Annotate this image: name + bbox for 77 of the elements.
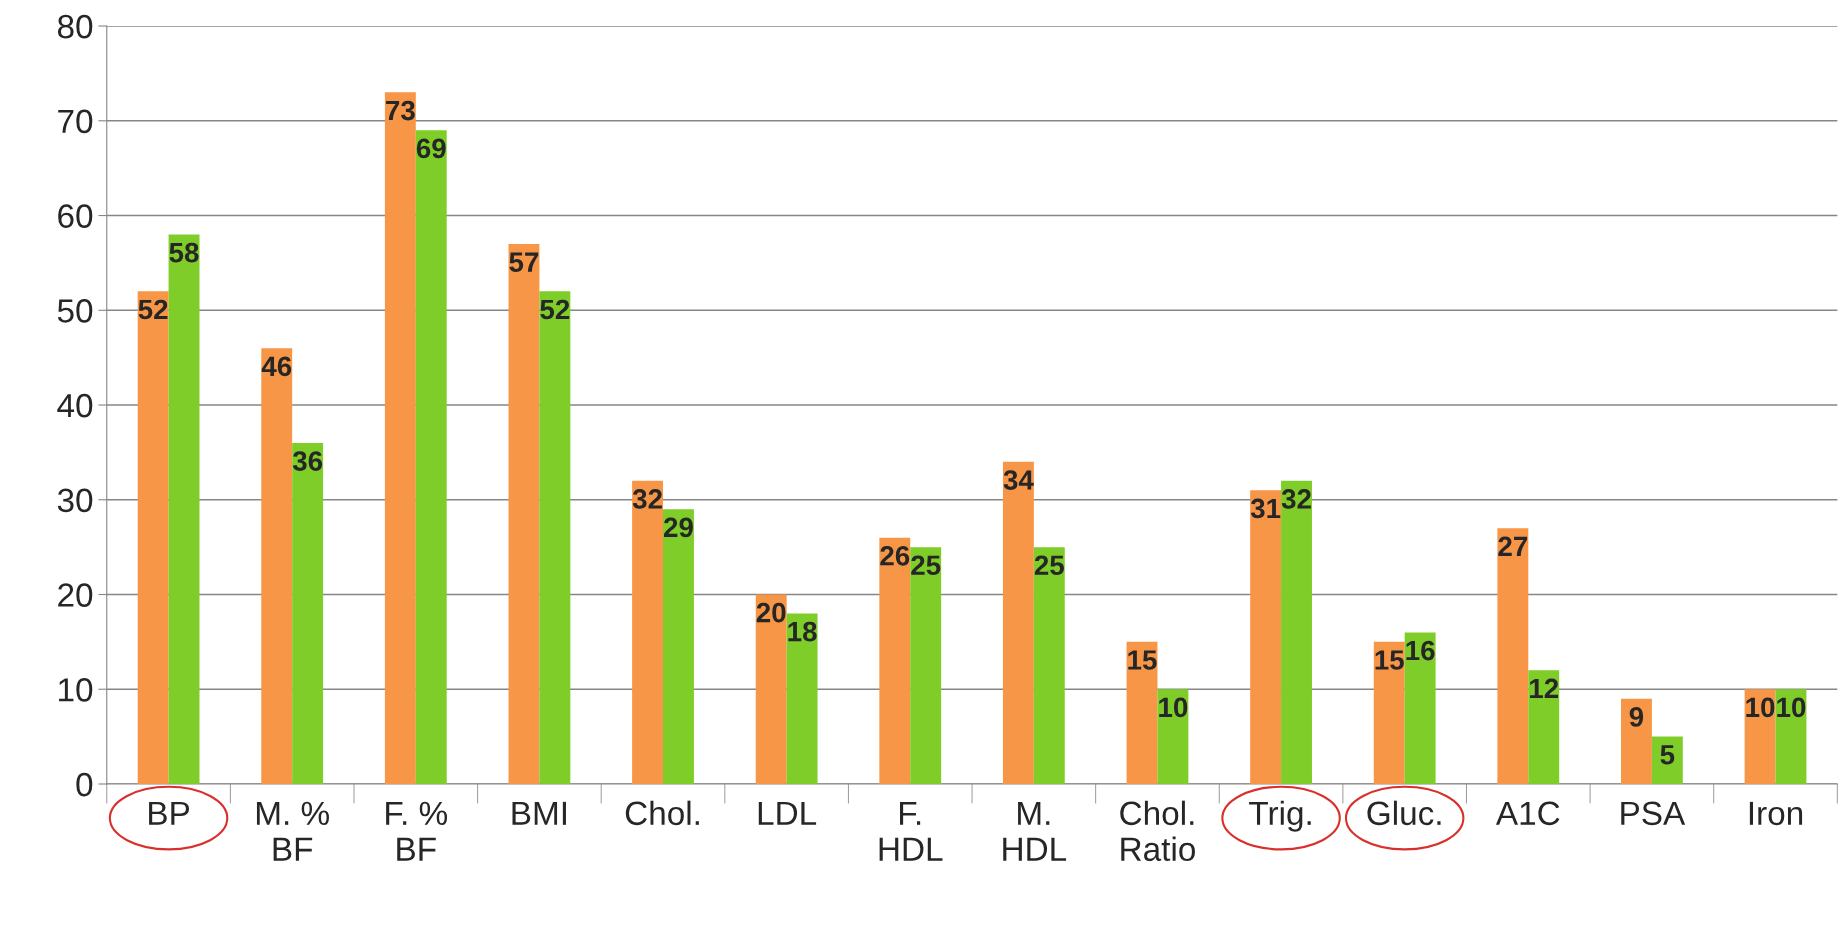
data-label: 26 — [880, 545, 910, 566]
y-tick-label: 80 — [57, 14, 93, 39]
y-tick-label: 10 — [59, 678, 93, 702]
data-label: 16 — [1406, 640, 1435, 661]
data-label: 29 — [663, 517, 693, 538]
bar — [1281, 480, 1312, 784]
data-label: 69 — [416, 138, 446, 159]
x-tick-label: BMI — [512, 801, 566, 825]
bar — [415, 130, 447, 784]
y-tick-label: 50 — [57, 299, 93, 323]
bar — [1157, 689, 1189, 784]
data-label: 52 — [540, 299, 570, 320]
data-label: 5 — [1660, 745, 1675, 765]
y-tick-label: 30 — [57, 488, 93, 513]
data-label: 34 — [1003, 470, 1034, 490]
bar — [786, 613, 818, 784]
bar — [1744, 689, 1776, 784]
data-label: 10 — [1746, 697, 1775, 718]
bar — [137, 291, 169, 784]
data-label: 9 — [1629, 707, 1644, 727]
data-label: 10 — [1159, 697, 1188, 718]
bar — [910, 547, 942, 784]
bar — [1528, 670, 1560, 784]
bar — [632, 480, 664, 784]
bar — [1497, 528, 1529, 784]
bar — [1373, 641, 1405, 784]
bar — [1250, 490, 1282, 784]
data-label: 18 — [788, 621, 817, 642]
bar — [1126, 641, 1158, 784]
data-label: 52 — [138, 299, 168, 320]
bar — [1002, 461, 1034, 784]
data-label: 31 — [1250, 498, 1281, 519]
y-tick-label: 20 — [58, 583, 93, 607]
x-tick-label: PSA — [1621, 801, 1686, 826]
x-tick-label: Gluc. — [1367, 800, 1441, 826]
data-label: 15 — [1375, 650, 1404, 670]
x-tick-label: F. HDL — [879, 801, 943, 861]
data-label: 32 — [632, 489, 662, 509]
data-label: 27 — [1498, 536, 1528, 556]
data-label: 36 — [292, 451, 323, 471]
bar — [1621, 698, 1652, 784]
bar — [879, 537, 911, 784]
data-label: 25 — [911, 555, 941, 576]
x-tick-label: M. HDL — [1003, 801, 1067, 861]
y-tick-label: 70 — [58, 109, 93, 134]
data-label: 20 — [756, 602, 786, 623]
bar — [384, 92, 416, 784]
x-tick-label: Iron — [1749, 801, 1803, 826]
x-tick-label: LDL — [758, 801, 817, 825]
bar — [508, 243, 540, 784]
x-tick-label: M. % BF — [256, 801, 329, 861]
data-label: 12 — [1530, 678, 1559, 699]
data-label: 57 — [509, 252, 539, 272]
bar — [292, 442, 324, 784]
y-tick-label: 40 — [57, 393, 93, 418]
bar — [539, 291, 571, 784]
bar — [168, 234, 200, 784]
bar — [1033, 547, 1065, 784]
data-label: 15 — [1128, 650, 1157, 670]
x-tick-label: Chol. — [625, 800, 699, 826]
data-label: 10 — [1777, 697, 1806, 718]
data-label: 46 — [261, 356, 292, 377]
x-tick-label: Trig. — [1249, 800, 1311, 832]
bar — [755, 594, 787, 784]
x-tick-label: Chol. Ratio — [1120, 800, 1195, 862]
data-label: 58 — [169, 242, 199, 263]
y-tick-label: 0 — [76, 772, 93, 797]
y-tick-label: 60 — [58, 204, 93, 228]
bar — [261, 348, 293, 784]
data-label: 25 — [1034, 555, 1064, 576]
bar — [663, 509, 694, 784]
x-tick-label: BP — [149, 801, 190, 825]
data-label: 73 — [386, 100, 415, 121]
x-tick-label: A1C — [1495, 801, 1560, 826]
data-label: 32 — [1281, 489, 1311, 509]
bar — [1404, 632, 1436, 784]
x-tick-label: F. % BF — [386, 801, 448, 861]
